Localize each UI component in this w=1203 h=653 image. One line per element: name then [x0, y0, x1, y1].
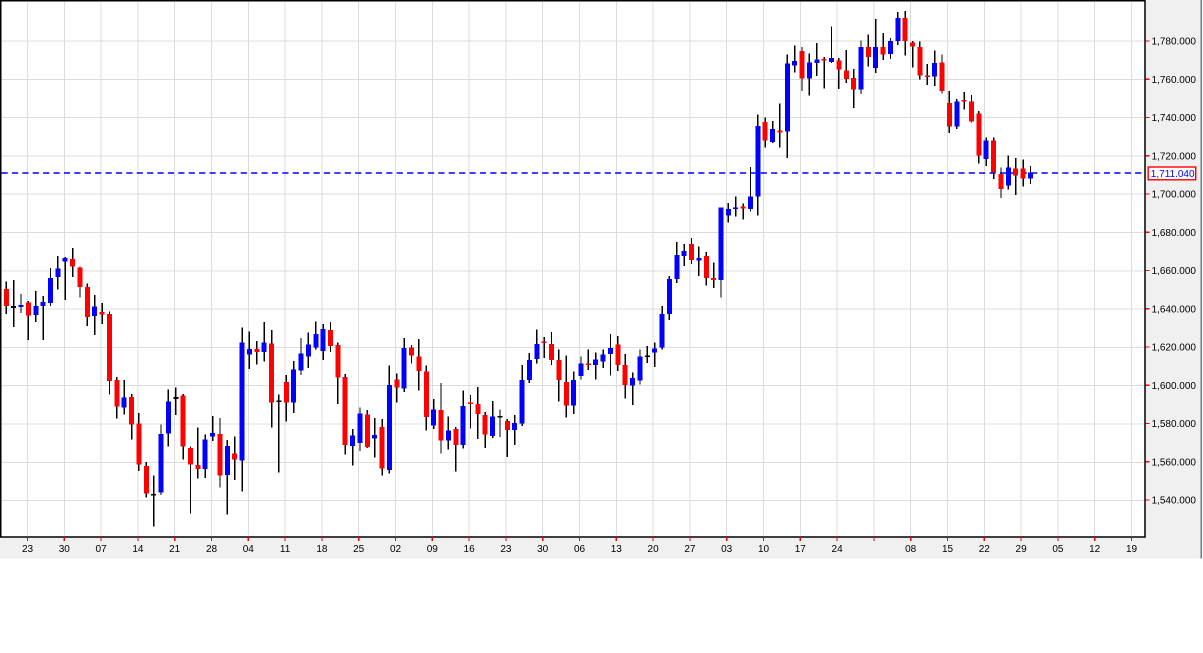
- svg-text:19: 19: [1126, 544, 1138, 555]
- svg-text:23: 23: [22, 544, 34, 555]
- svg-text:1,540.000: 1,540.000: [1152, 496, 1197, 507]
- svg-text:18: 18: [316, 544, 328, 555]
- svg-text:1,580.000: 1,580.000: [1152, 419, 1197, 430]
- svg-text:21: 21: [169, 544, 181, 555]
- svg-text:22: 22: [979, 544, 991, 555]
- svg-text:09: 09: [427, 544, 439, 555]
- svg-text:27: 27: [684, 544, 696, 555]
- svg-text:29: 29: [1016, 544, 1028, 555]
- svg-text:17: 17: [795, 544, 807, 555]
- svg-text:1,740.000: 1,740.000: [1152, 113, 1197, 124]
- svg-text:16: 16: [464, 544, 476, 555]
- svg-text:02: 02: [390, 544, 402, 555]
- svg-text:1,711.040: 1,711.040: [1151, 169, 1195, 180]
- svg-text:1,660.000: 1,660.000: [1152, 266, 1197, 277]
- svg-text:1,600.000: 1,600.000: [1152, 381, 1197, 392]
- svg-text:20: 20: [648, 544, 660, 555]
- svg-text:25: 25: [353, 544, 365, 555]
- svg-text:07: 07: [96, 544, 108, 555]
- svg-text:1,680.000: 1,680.000: [1152, 228, 1197, 239]
- svg-text:10: 10: [758, 544, 770, 555]
- svg-text:24: 24: [832, 544, 844, 555]
- svg-text:1,560.000: 1,560.000: [1152, 457, 1197, 468]
- svg-text:30: 30: [537, 544, 549, 555]
- svg-text:1,720.000: 1,720.000: [1152, 151, 1197, 162]
- svg-text:04: 04: [243, 544, 255, 555]
- svg-text:1,760.000: 1,760.000: [1152, 75, 1197, 86]
- svg-text:14: 14: [132, 544, 144, 555]
- svg-text:12: 12: [1089, 544, 1101, 555]
- svg-text:30: 30: [59, 544, 71, 555]
- svg-text:1,620.000: 1,620.000: [1152, 343, 1197, 354]
- svg-text:11: 11: [280, 544, 291, 555]
- svg-text:1,700.000: 1,700.000: [1152, 190, 1197, 201]
- svg-text:1,780.000: 1,780.000: [1152, 37, 1197, 48]
- svg-text:13: 13: [611, 544, 623, 555]
- svg-text:28: 28: [206, 544, 218, 555]
- svg-text:03: 03: [721, 544, 733, 555]
- svg-text:15: 15: [942, 544, 954, 555]
- svg-text:1,640.000: 1,640.000: [1152, 304, 1197, 315]
- svg-text:06: 06: [574, 544, 586, 555]
- svg-text:08: 08: [905, 544, 917, 555]
- svg-text:23: 23: [500, 544, 512, 555]
- svg-text:05: 05: [1052, 544, 1064, 555]
